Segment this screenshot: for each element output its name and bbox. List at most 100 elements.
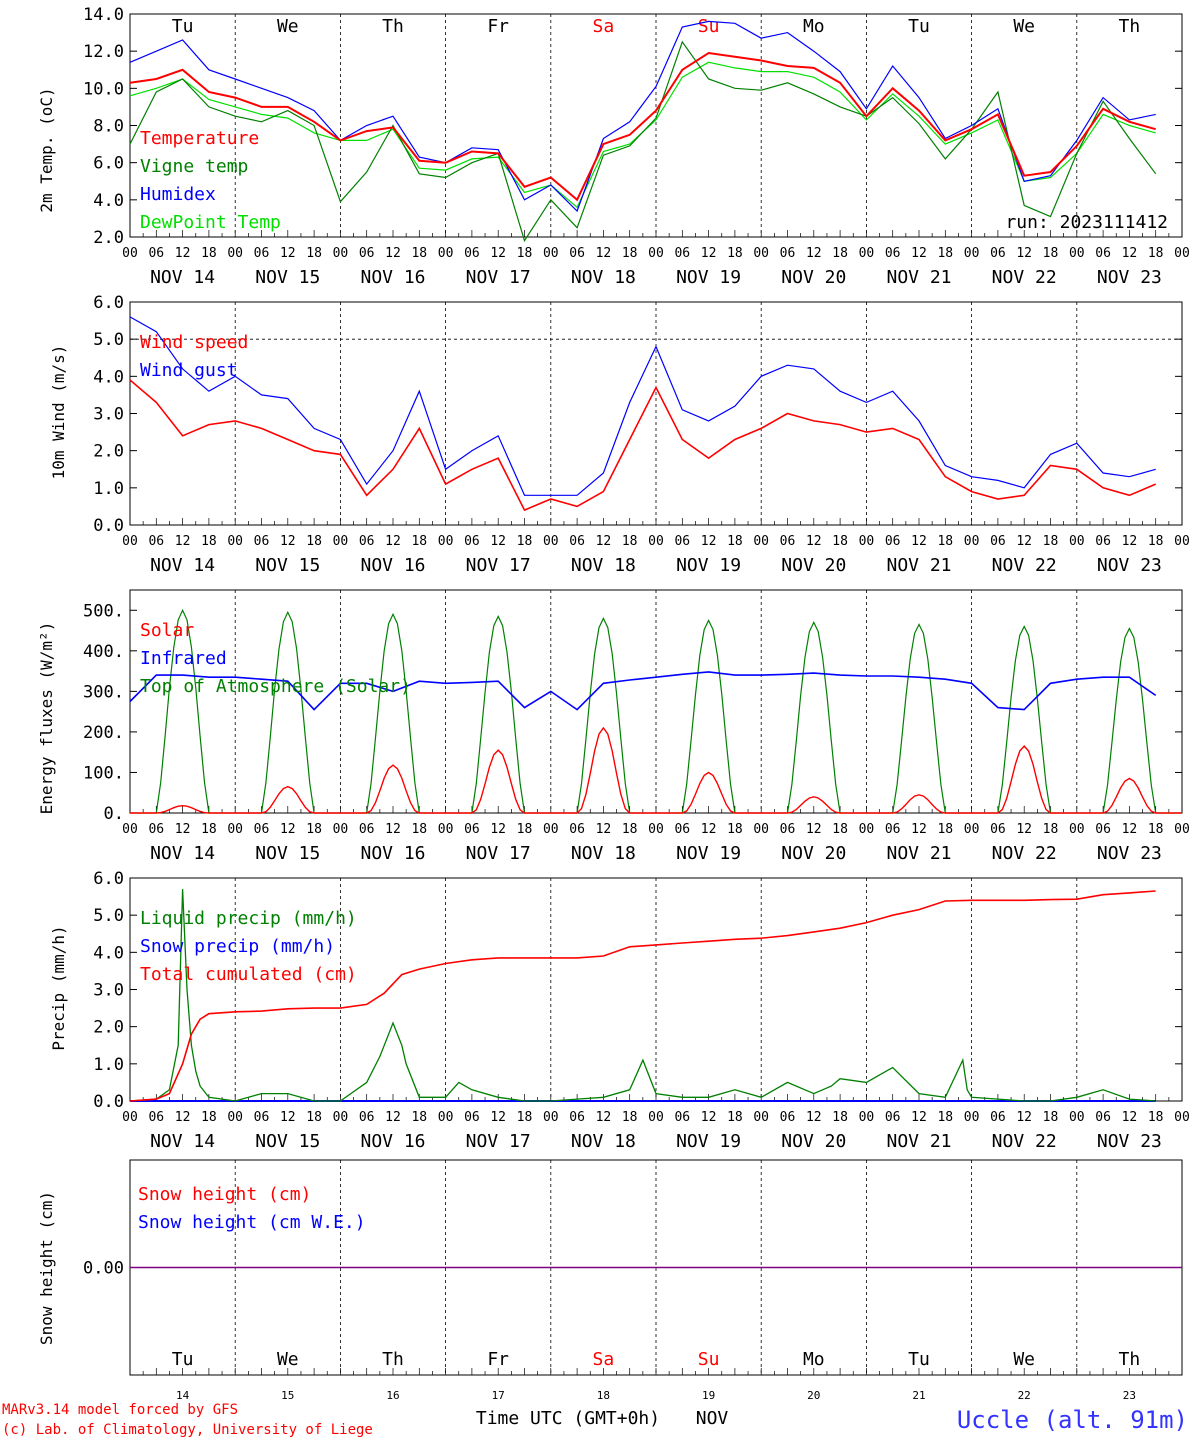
day-number-label: 21 <box>912 1389 925 1402</box>
hour-tick-label: 06 <box>1095 534 1111 549</box>
weekday-label: Th <box>1119 16 1141 37</box>
hour-tick-label: 18 <box>937 246 953 261</box>
run-annotation: run: 2023111412 <box>1005 212 1168 233</box>
day-number-label: 15 <box>281 1389 294 1402</box>
y-tick-label: 12.0 <box>83 42 124 62</box>
toa-solar-line <box>761 621 867 814</box>
panel-temperature: 2m Temp. (oC) 2.0 4.0 6.0 8.0 10.0 12.0 14.0 0… <box>37 5 1190 288</box>
temperature-series-line <box>129 61 1156 209</box>
hour-tick-label: 06 <box>674 1110 690 1125</box>
energy-legend-infrared: Infrared <box>140 648 227 669</box>
hour-tick-label: 18 <box>727 1110 743 1125</box>
weekday-label: Th <box>382 1349 404 1370</box>
precip-legend-total: Total cumulated (cm) <box>140 964 357 985</box>
temperature-series-line <box>129 51 1156 202</box>
infrared-line <box>129 671 1157 711</box>
hour-tick-label: 12 <box>911 822 927 837</box>
surface-solar-line <box>1076 777 1182 814</box>
date-label: NOV 23 <box>1097 843 1162 864</box>
hour-tick-label: 06 <box>359 534 375 549</box>
total-cumulated-line <box>129 890 1156 1102</box>
date-label: NOV 14 <box>150 267 215 288</box>
y-tick-label: 0.00 <box>83 1259 124 1279</box>
hour-tick-label: 18 <box>201 534 217 549</box>
date-label: NOV 22 <box>992 1131 1057 1152</box>
y-tick-label: 5.0 <box>93 906 124 926</box>
date-label: NOV 19 <box>676 267 741 288</box>
y-tick-label: 14.0 <box>83 5 124 25</box>
date-label: NOV 18 <box>571 555 636 576</box>
hour-tick-label: 12 <box>1016 822 1032 837</box>
toa-solar-line <box>971 625 1077 814</box>
hour-tick-label: 12 <box>1016 246 1032 261</box>
toa-solar-line <box>235 610 341 814</box>
y-tick-label: 0.0 <box>93 1092 124 1112</box>
hour-tick-label: 06 <box>254 534 270 549</box>
hour-tick-label: 06 <box>780 246 796 261</box>
hour-tick-label: 00 <box>1069 534 1085 549</box>
weekday-label: Th <box>382 16 404 37</box>
day-number-label: 17 <box>492 1389 505 1402</box>
hour-tick-label: 12 <box>701 534 717 549</box>
hour-tick-label: 00 <box>1174 1110 1190 1125</box>
y-tick-label: 10.0 <box>83 79 124 99</box>
precip-legend-liquid: Liquid precip (mm/h) <box>140 908 357 929</box>
hour-tick-label: 12 <box>596 1110 612 1125</box>
hour-tick-label: 00 <box>648 822 664 837</box>
hour-tick-label: 00 <box>1174 534 1190 549</box>
wind-legend-speed: Wind speed <box>140 332 248 353</box>
temperature-legend-vigne: Vigne temp <box>140 156 248 177</box>
temperature-y-axis-label: 2m Temp. (oC) <box>37 87 56 212</box>
weekday-label: Mo <box>803 16 825 37</box>
model-credit: MARv3.14 model forced by GFS <box>2 1402 238 1418</box>
x-axis-label: Time UTC (GMT+0h) <box>476 1408 660 1429</box>
hour-tick-label: 18 <box>517 534 533 549</box>
date-label: NOV 15 <box>255 1131 320 1152</box>
hour-tick-label: 00 <box>753 1110 769 1125</box>
date-label: NOV 22 <box>992 843 1057 864</box>
hour-tick-label: 00 <box>859 534 875 549</box>
hour-tick-label: 18 <box>411 246 427 261</box>
weekday-label: Mo <box>803 1349 825 1370</box>
energy-legend-toa: Top of Atmosphere (Solar) <box>140 676 411 697</box>
toa-solar-line <box>550 617 656 814</box>
hour-tick-label: 06 <box>464 246 480 261</box>
hour-tick-label: 18 <box>622 822 638 837</box>
hour-tick-label: 00 <box>333 534 349 549</box>
surface-solar-line <box>130 804 236 814</box>
hour-tick-label: 00 <box>438 1110 454 1125</box>
hour-tick-label: 12 <box>1122 822 1138 837</box>
hour-tick-label: 18 <box>937 534 953 549</box>
day-number-label: 20 <box>807 1389 820 1402</box>
hour-tick-label: 12 <box>596 246 612 261</box>
weekday-label: We <box>1013 16 1035 37</box>
hour-tick-label: 18 <box>622 246 638 261</box>
day-number-label: 22 <box>1018 1389 1031 1402</box>
liquid-precip-line <box>129 889 1156 1102</box>
weekday-label: Tu <box>908 16 930 37</box>
hour-tick-label: 12 <box>490 246 506 261</box>
date-label: NOV 18 <box>571 843 636 864</box>
location-title: Uccle (alt. 91m) <box>957 1406 1188 1434</box>
weekday-label: We <box>277 1349 299 1370</box>
hour-tick-label: 06 <box>569 822 585 837</box>
y-tick-label: 0.0 <box>93 516 124 536</box>
hour-tick-label: 00 <box>1069 246 1085 261</box>
hour-tick-label: 00 <box>1069 1110 1085 1125</box>
hour-tick-label: 12 <box>1122 534 1138 549</box>
hour-tick-label: 06 <box>254 822 270 837</box>
y-tick-label: 2.0 <box>93 442 124 462</box>
hour-tick-label: 18 <box>1043 534 1059 549</box>
weekday-label: Su <box>698 16 720 37</box>
toa-solar-line <box>445 614 551 814</box>
hour-tick-label: 18 <box>727 246 743 261</box>
date-label: NOV 19 <box>676 1131 741 1152</box>
hour-tick-label: 06 <box>464 1110 480 1125</box>
date-label: NOV 23 <box>1097 555 1162 576</box>
hour-tick-label: 06 <box>254 1110 270 1125</box>
hour-tick-label: 00 <box>122 1110 138 1125</box>
hour-tick-label: 12 <box>1122 1110 1138 1125</box>
wind-legend-gust: Wind gust <box>140 360 238 381</box>
surface-solar-line <box>445 749 551 814</box>
y-tick-label: 3.0 <box>93 981 124 1001</box>
